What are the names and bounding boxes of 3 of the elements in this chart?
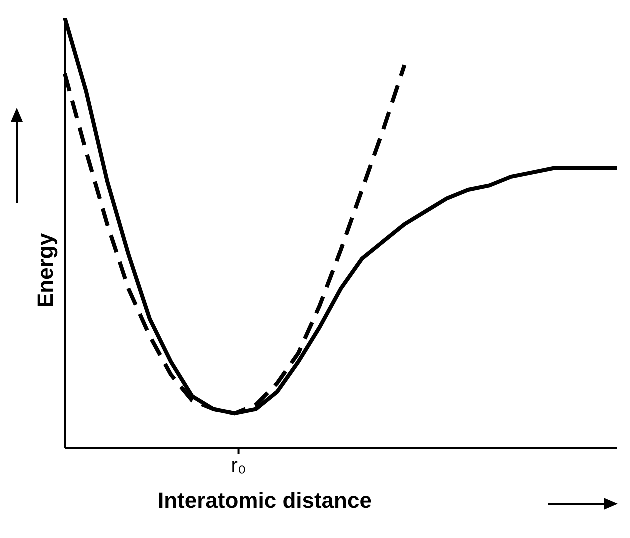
y-axis-title: Energy	[33, 233, 59, 308]
x-axis-title: Interatomic distance	[158, 488, 372, 514]
text: r₀	[231, 455, 246, 477]
